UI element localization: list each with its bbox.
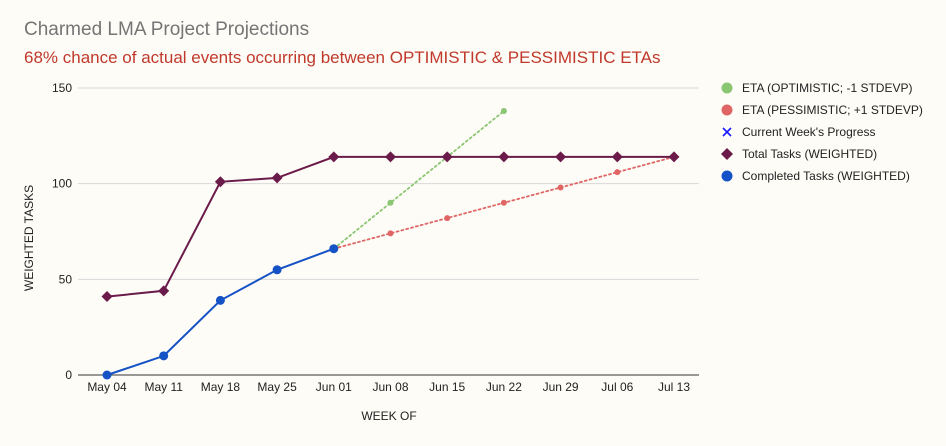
completed-tasks-point [215,295,225,305]
x-tick-label: Jun 15 [429,380,465,394]
total-tasks-point [611,151,623,163]
total-tasks-point [328,151,340,163]
completed-tasks-legend-label: Completed Tasks (WEIGHTED) [742,169,910,183]
total-tasks-point [441,151,453,163]
eta-optimistic-point [387,199,394,206]
x-tick-label: May 11 [144,380,183,394]
total-tasks-point [385,151,396,163]
y-tick-label: 100 [52,177,72,191]
completed-tasks-point [329,244,339,254]
total-tasks-line [106,155,674,298]
eta-optimistic-line [332,110,505,250]
x-tick-label: Jun 22 [486,380,522,394]
eta-pessimistic-legend-label: ETA (PESSIMISTIC; +1 STDEVP) [742,103,923,117]
eta-optimistic-point [500,107,507,114]
current-week-progress-legend-marker [722,127,732,137]
y-tick-label: 0 [65,368,72,382]
completed-tasks-line [106,247,335,376]
x-tick-label: May 25 [257,380,297,394]
total-tasks-point [214,176,226,188]
axes: 0 50 100 150 May 04 May 11 May 18 May 25 Jun 01 J… [22,81,690,423]
chart-subtitle: 68% chance of actual events occurring be… [24,48,661,67]
series [101,107,680,380]
total-tasks-point [101,291,113,303]
eta-pessimistic-point [614,169,621,176]
x-tick-label: May 04 [87,380,127,394]
x-axis-title: WEEK OF [361,409,416,423]
current-week-progress-legend-label: Current Week's Progress [742,125,875,139]
x-tick-label: Jun 29 [543,380,579,394]
total-tasks-point [668,151,680,163]
eta-optimistic-legend-label: ETA (OPTIMISTIC; -1 STDEVP) [742,81,912,95]
y-tick-label: 50 [59,272,73,286]
x-tick-label: May 18 [201,380,241,394]
total-tasks-point [158,285,170,297]
chart-title: Charmed LMA Project Projections [24,19,310,40]
y-axis-title: WEIGHTED TASKS [22,185,36,291]
eta-pessimistic-point [444,215,451,222]
grid [78,87,699,376]
total-tasks-point [271,172,283,184]
x-tick-label: Jul 13 [658,380,690,394]
x-tick-label: Jul 06 [601,380,633,394]
total-tasks-legend-marker [721,148,733,160]
eta-pessimistic-point [500,199,507,206]
x-tick-label: Jun 01 [316,380,352,394]
completed-tasks-point [159,351,169,361]
eta-pessimistic-legend-marker [721,104,733,116]
total-tasks-legend-label: Total Tasks (WEIGHTED) [742,147,877,161]
completed-tasks-point [272,265,282,275]
y-tick-label: 150 [52,81,72,95]
eta-pessimistic-point [557,184,564,191]
legend: ETA (OPTIMISTIC; -1 STDEVP) ETA (PESSIMIS… [721,81,923,183]
eta-pessimistic-point [387,230,394,237]
total-tasks-point [498,151,510,163]
completed-tasks-point [102,370,112,380]
total-tasks-point [555,151,567,163]
x-tick-label: Jun 08 [372,380,408,394]
completed-tasks-legend-marker [721,170,733,182]
eta-optimistic-legend-marker [721,82,733,94]
